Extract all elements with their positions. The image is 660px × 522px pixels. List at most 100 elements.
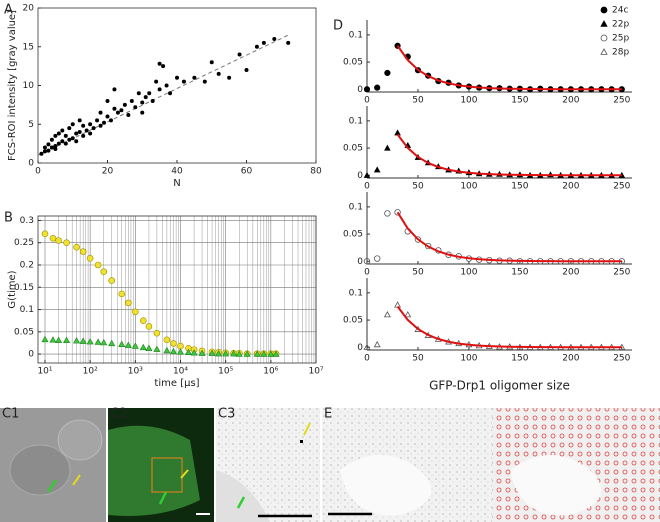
point [49, 234, 57, 242]
point [98, 123, 103, 128]
point [153, 329, 161, 337]
point [253, 350, 261, 357]
point [115, 110, 120, 115]
y-tick-label: 15 [23, 42, 34, 52]
point [46, 148, 51, 153]
y-tick-label: 0.1 [349, 116, 363, 126]
point [108, 277, 116, 284]
point [169, 347, 178, 355]
point [373, 166, 381, 173]
y-tick-label: 0.05 [343, 58, 363, 68]
y-tick-label: 0.05 [343, 316, 363, 326]
x-tick-label: 20 [102, 167, 114, 177]
legend-label: 25p [612, 34, 629, 44]
point [384, 69, 391, 77]
x-tick-label: 50 [412, 354, 424, 364]
point [383, 311, 391, 318]
point [102, 120, 107, 125]
point [88, 131, 93, 136]
point [112, 106, 117, 111]
point [384, 210, 391, 217]
axes-box [37, 7, 317, 164]
point [77, 118, 82, 123]
x-tick-label: 10⁴ [173, 367, 188, 377]
x-axis-label: N [173, 178, 180, 189]
point [177, 342, 184, 350]
y-tick-label: 0 [357, 343, 363, 353]
point [55, 237, 62, 244]
point [53, 133, 58, 138]
point [95, 118, 100, 123]
y-tick-label: 20 [23, 4, 35, 14]
point [81, 133, 86, 138]
image-e [322, 408, 660, 522]
x-tick-label: 80 [310, 167, 322, 177]
point [56, 141, 61, 146]
point [49, 145, 54, 150]
point [70, 122, 75, 127]
y-tick-label: 0.05 [343, 230, 363, 240]
point [105, 99, 110, 103]
point [126, 112, 131, 117]
point [192, 75, 197, 80]
point [108, 339, 116, 347]
point [79, 337, 87, 344]
x-tick-label: 250 [613, 182, 630, 192]
y-tick-label: 0 [357, 85, 363, 95]
point [63, 141, 68, 146]
x-tick-label: 10¹ [37, 367, 52, 377]
image-c1 [0, 408, 106, 522]
x-tick-label: 10² [83, 367, 98, 377]
x-tick-label: 200 [562, 96, 579, 106]
fit-line [396, 305, 622, 349]
y-tick-label: 0.1 [20, 305, 34, 315]
y-tick-label: 0.05 [14, 327, 34, 337]
x-tick-label: 10³ [128, 367, 143, 377]
x-tick-label: 50 [412, 182, 424, 192]
y-tick-label: 0.2 [20, 261, 34, 271]
axes-box [37, 215, 317, 364]
point [125, 299, 132, 307]
point [94, 338, 102, 345]
point [374, 84, 381, 91]
y-tick-label: 0.05 [343, 144, 363, 154]
point [237, 52, 242, 57]
point [222, 350, 230, 357]
point [139, 317, 147, 324]
point [119, 108, 124, 113]
point [363, 86, 371, 93]
point [73, 243, 80, 251]
point [363, 343, 371, 350]
point [394, 209, 401, 216]
x-tick-label: 0 [35, 167, 41, 177]
y-tick-label: 0 [357, 257, 363, 267]
point [215, 350, 223, 357]
point [143, 95, 148, 100]
point [147, 91, 152, 96]
x-tick-label: 150 [511, 96, 528, 106]
x-tick-label: 0 [364, 354, 370, 364]
x-tick-label: 60 [241, 167, 253, 177]
point [261, 40, 266, 45]
point [154, 79, 159, 84]
y-tick-label: 10 [23, 81, 35, 91]
point [41, 335, 49, 343]
point [129, 99, 134, 103]
point [42, 149, 47, 154]
x-tick-label: 200 [562, 268, 579, 278]
point [202, 79, 207, 84]
point [140, 100, 145, 105]
point [136, 91, 141, 96]
x-axis-label: GFP-Drp1 oligomer size [429, 379, 570, 393]
point [164, 83, 169, 88]
point [63, 133, 68, 138]
point [70, 136, 75, 141]
panel-label: A [4, 3, 13, 18]
panel-label: D [333, 19, 343, 34]
point [100, 268, 108, 275]
x-axis-label: time [µs] [154, 378, 199, 389]
x-tick-label: 0 [364, 96, 370, 106]
x-tick-label: 100 [460, 96, 477, 106]
point [153, 345, 161, 352]
